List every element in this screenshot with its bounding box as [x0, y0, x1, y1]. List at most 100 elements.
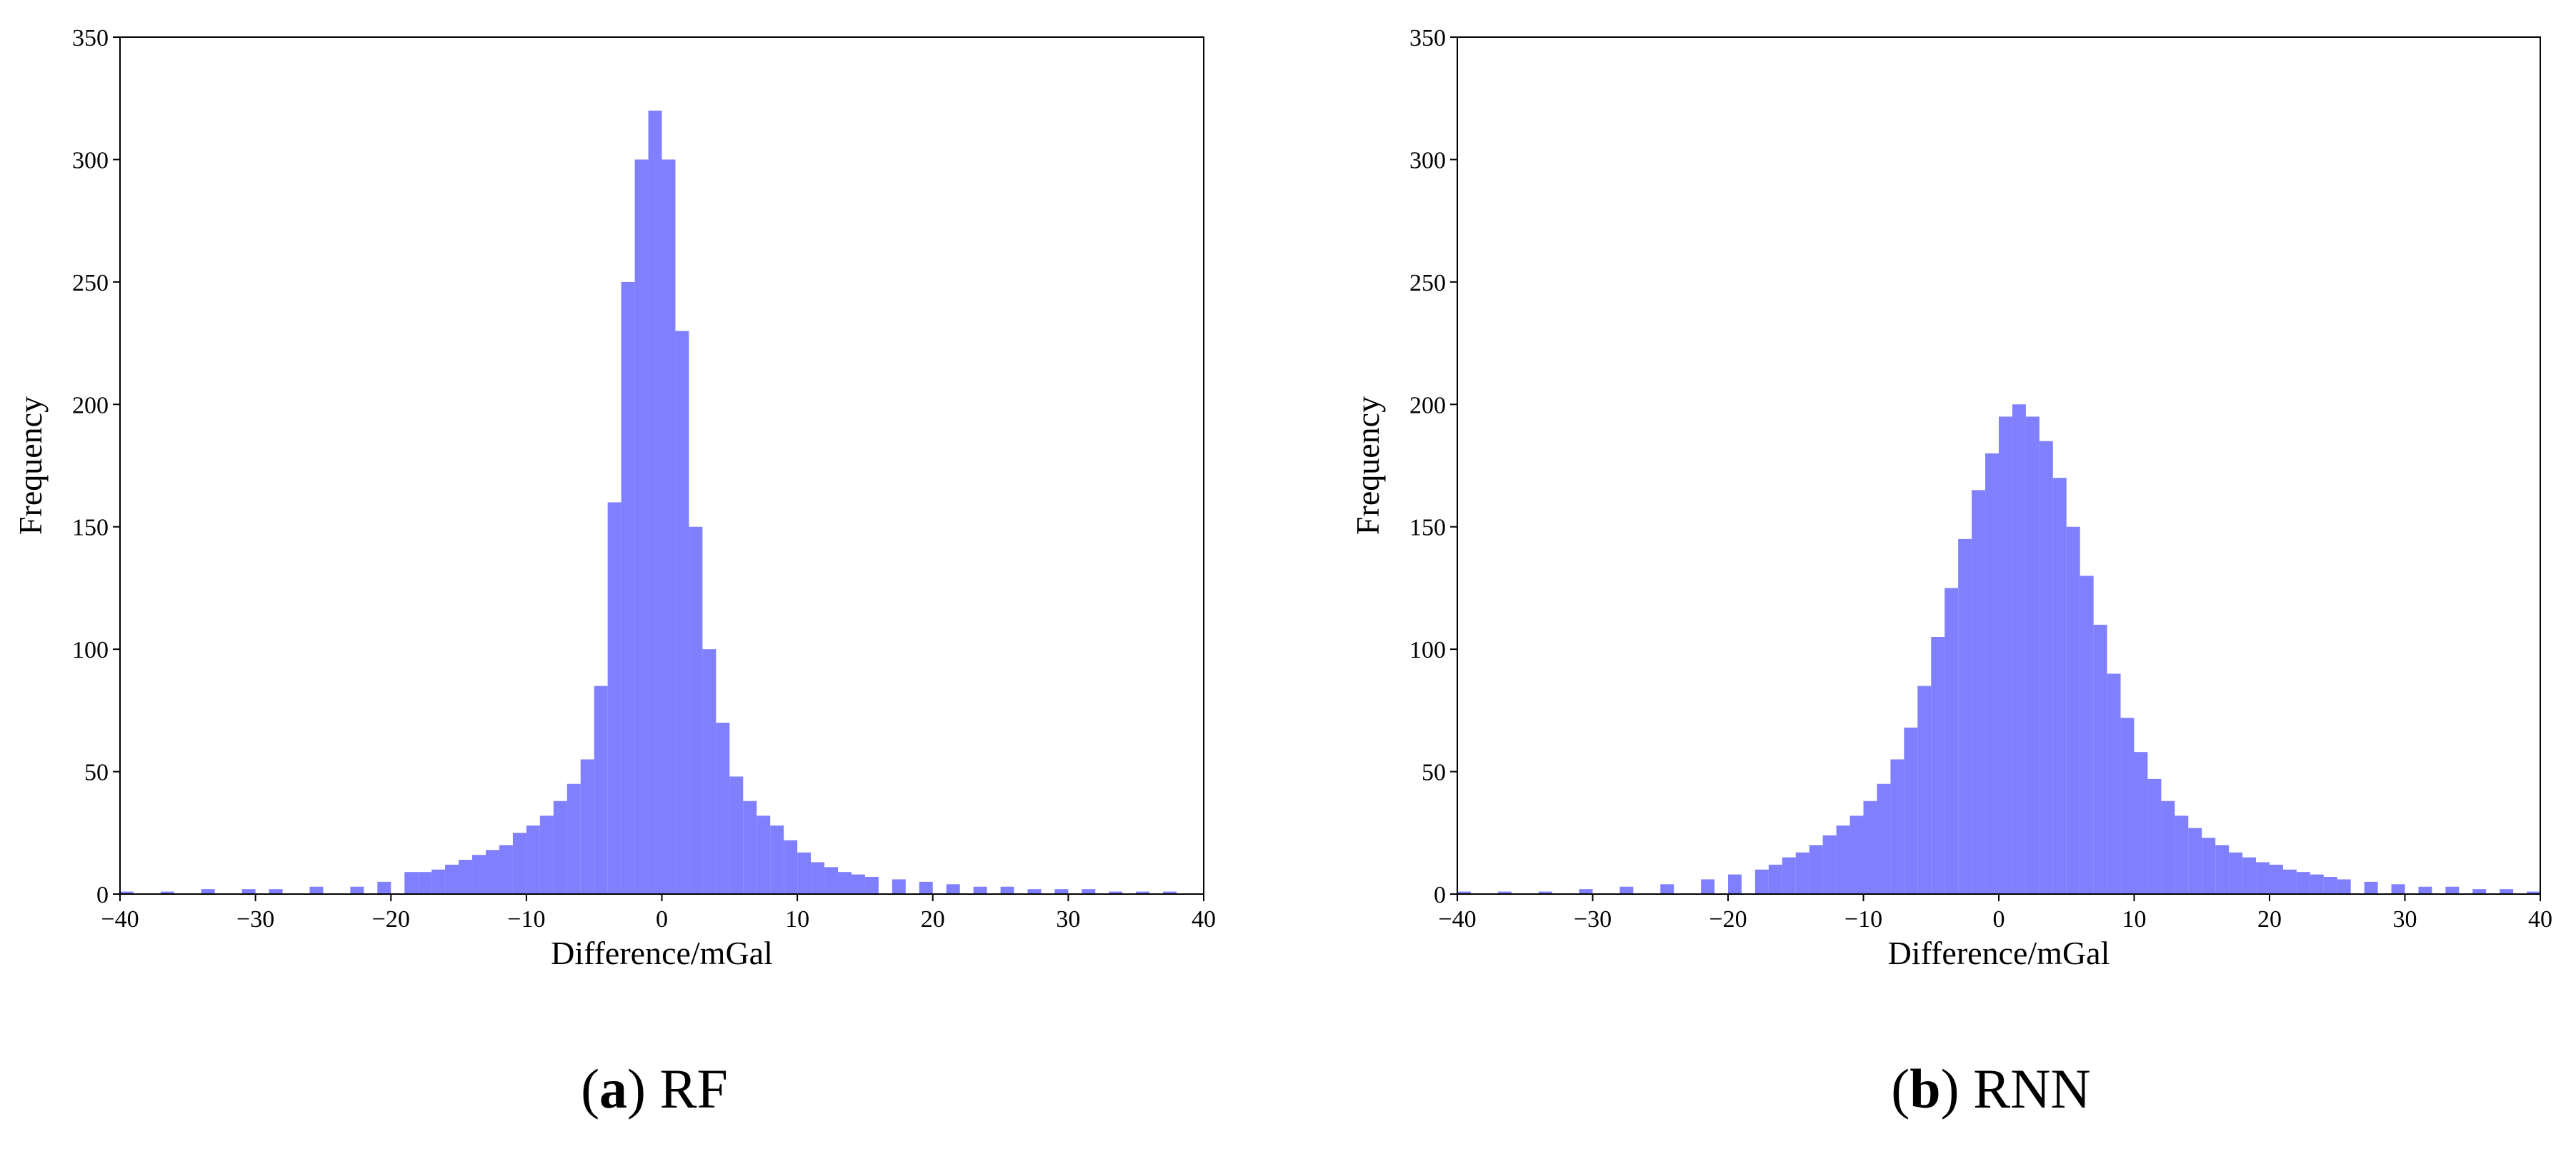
- histogram-bar-a: [499, 845, 513, 894]
- histogram-bar-b: [1822, 835, 1837, 894]
- y-tick-label-a: 350: [72, 25, 109, 51]
- y-tick-label-b: 250: [1409, 270, 1446, 296]
- histogram-bar-b: [2270, 864, 2283, 894]
- histogram-bar-a: [418, 872, 432, 894]
- histogram-bars-b: [1457, 404, 2540, 894]
- x-tick-label-b: −20: [1709, 906, 1747, 933]
- y-tick-label-a: 50: [84, 760, 109, 786]
- histogram-bar-b: [1999, 416, 2012, 894]
- histogram-bar-b: [1497, 891, 1512, 894]
- histogram-bar-b: [2418, 886, 2432, 894]
- histogram-bars-a: [120, 110, 1177, 894]
- histogram-bar-b: [2052, 478, 2067, 894]
- histogram-bar-a: [864, 877, 879, 894]
- histogram-bar-a: [743, 801, 757, 894]
- x-tick-label-b: 20: [2257, 906, 2282, 933]
- histogram-bar-b: [1877, 783, 1891, 894]
- x-axis-label-b: Difference/mGal: [1888, 935, 2110, 971]
- histogram-bar-a: [973, 886, 987, 894]
- caption-a-label: RF: [659, 1058, 728, 1120]
- histogram-bar-a: [1054, 889, 1069, 894]
- histogram-bar-a: [702, 649, 717, 894]
- histogram-bar-b: [2147, 778, 2162, 894]
- histogram-bar-b: [2066, 526, 2080, 894]
- y-tick-label-a: 100: [72, 637, 109, 663]
- histogram-bar-b: [2296, 872, 2310, 894]
- histogram-bar-b: [1782, 857, 1796, 894]
- histogram-bar-a: [946, 884, 960, 894]
- chart-panel-a: −40 −30 −20 −10 0 10 20 30 40 0 50 100 150 200 250 300…: [12, 25, 1216, 971]
- histogram-bar-a: [485, 850, 499, 894]
- histogram-bar-b: [2080, 576, 2094, 894]
- x-tick-label-b: 30: [2393, 906, 2417, 933]
- histogram-bar-b: [1768, 864, 1782, 894]
- histogram-bar-b: [1728, 874, 1742, 894]
- histogram-bar-a: [662, 159, 676, 894]
- histogram-bar-b: [2282, 869, 2297, 894]
- histogram-bar-a: [160, 891, 174, 894]
- caption-b: (b) RNN: [1891, 1058, 2091, 1120]
- histogram-bar-a: [729, 776, 744, 894]
- histogram-bar-b: [1945, 588, 1959, 894]
- histogram-bar-b: [2364, 881, 2378, 894]
- histogram-bar-b: [1795, 852, 1809, 894]
- histogram-bar-a: [851, 874, 865, 894]
- histogram-bar-a: [634, 159, 649, 894]
- histogram-bar-b: [1619, 886, 1634, 894]
- histogram-bar-a: [770, 826, 784, 894]
- y-axis-label-a: Frequency: [12, 396, 49, 535]
- y-tick-label-a: 250: [72, 270, 109, 296]
- histogram-bar-a: [241, 889, 256, 894]
- y-tick-label-b: 50: [1422, 760, 1446, 786]
- histogram-bar-b: [2500, 889, 2514, 894]
- histogram-bar-b: [1457, 891, 1471, 894]
- histogram-bar-b: [1754, 869, 1769, 894]
- histogram-bar-b: [2202, 838, 2216, 894]
- histogram-bar-b: [2323, 877, 2337, 894]
- x-tick-label-b: −30: [1574, 906, 1612, 933]
- y-tick-label-b: 300: [1409, 147, 1446, 174]
- histogram-bar-b: [1538, 891, 1552, 894]
- histogram-bar-a: [689, 526, 703, 894]
- histogram-bar-a: [594, 686, 608, 894]
- histogram-bar-b: [2527, 891, 2540, 894]
- histogram-bar-b: [2093, 624, 2107, 894]
- histogram-bar-a: [1163, 891, 1177, 894]
- y-tick-label-b: 200: [1409, 392, 1446, 418]
- x-tick-label-b: 40: [2528, 906, 2552, 933]
- histogram-bar-b: [2012, 404, 2026, 894]
- histogram-bar-a: [539, 816, 554, 894]
- x-tick-label-a: 10: [785, 906, 809, 933]
- histogram-bar-a: [553, 801, 567, 894]
- histogram-bar-b: [1972, 490, 1986, 894]
- histogram-bar-a: [377, 881, 391, 894]
- histogram-bar-a: [675, 331, 689, 894]
- histogram-bar-a: [784, 840, 798, 894]
- histogram-bar-a: [716, 723, 730, 894]
- histogram-bar-a: [512, 833, 526, 894]
- x-tick-label-a: 30: [1056, 906, 1080, 933]
- histogram-bar-a: [1027, 889, 1042, 894]
- y-tick-label-a: 200: [72, 392, 109, 418]
- histogram-bar-b: [1660, 884, 1674, 894]
- histogram-bar-b: [2175, 816, 2189, 894]
- x-tick-label-b: 0: [1993, 906, 2005, 933]
- histogram-bar-a: [1136, 891, 1150, 894]
- x-axis-label-a: Difference/mGal: [551, 935, 773, 971]
- caption-a-letter: a: [599, 1058, 628, 1120]
- histogram-bar-a: [1082, 889, 1096, 894]
- histogram-bar-a: [811, 862, 825, 894]
- histogram-bar-b: [2445, 886, 2460, 894]
- histogram-bar-b: [1890, 759, 1904, 894]
- histogram-bar-a: [350, 886, 364, 894]
- y-tick-label-a: 150: [72, 515, 109, 541]
- histogram-bar-a: [201, 889, 215, 894]
- histogram-bar-a: [797, 852, 812, 894]
- histogram-bar-a: [526, 826, 540, 894]
- histogram-bar-a: [1109, 891, 1123, 894]
- histogram-bar-a: [1000, 886, 1014, 894]
- histogram-bar-b: [1904, 727, 1918, 894]
- histogram-bar-b: [2472, 889, 2487, 894]
- histogram-bar-b: [1849, 816, 1864, 894]
- y-tick-label-b: 0: [1434, 882, 1446, 908]
